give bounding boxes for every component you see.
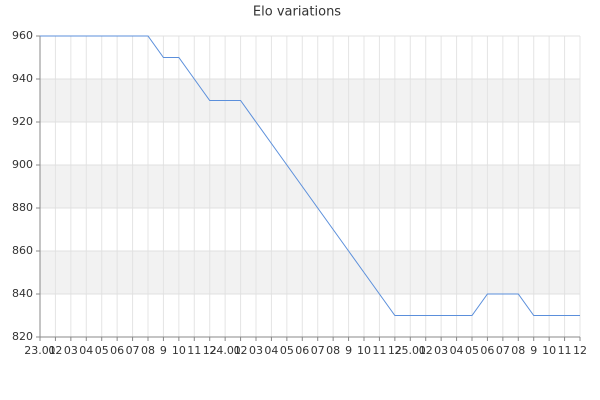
y-tick-label: 880 xyxy=(12,201,33,214)
chart-title: Elo variations xyxy=(253,5,341,20)
x-tick-label: 07 xyxy=(311,344,325,357)
x-tick-label: 06 xyxy=(110,344,124,357)
x-tick-label: 10 xyxy=(172,344,186,357)
x-tick-label: 08 xyxy=(141,344,155,357)
x-tick-label: 05 xyxy=(465,344,479,357)
x-tick-label: 03 xyxy=(64,344,78,357)
x-tick-label: 9 xyxy=(530,344,537,357)
x-tick-label: 07 xyxy=(496,344,510,357)
y-tick-label: 920 xyxy=(12,115,33,128)
x-tick-label: 10 xyxy=(357,344,371,357)
grid-band xyxy=(40,251,580,294)
y-tick-label: 840 xyxy=(12,287,33,300)
y-tick-label: 940 xyxy=(12,72,33,85)
y-tick-label: 820 xyxy=(12,330,33,343)
x-tick-label: 06 xyxy=(295,344,309,357)
x-tick-label: 04 xyxy=(450,344,464,357)
x-tick-label: 03 xyxy=(249,344,263,357)
x-tick-label: 02 xyxy=(48,344,62,357)
y-tick-label: 860 xyxy=(12,244,33,257)
y-tick-label: 960 xyxy=(12,29,33,42)
x-tick-label: 25.01 xyxy=(395,344,427,357)
x-tick-label: 02 xyxy=(234,344,248,357)
x-tick-label: 24.01 xyxy=(209,344,241,357)
x-tick-label: 10 xyxy=(542,344,556,357)
x-tick-label: 08 xyxy=(326,344,340,357)
x-tick-label: 05 xyxy=(95,344,109,357)
x-tick-label: 9 xyxy=(345,344,352,357)
x-tick-label: 11 xyxy=(558,344,572,357)
x-tick-label: 12 xyxy=(388,344,402,357)
x-tick-label: 9 xyxy=(160,344,167,357)
x-tick-label: 11 xyxy=(187,344,201,357)
x-tick-label: 07 xyxy=(126,344,140,357)
x-tick-label: 04 xyxy=(79,344,93,357)
x-tick-label: 02 xyxy=(419,344,433,357)
x-tick-label: 04 xyxy=(264,344,278,357)
y-tick-label: 900 xyxy=(12,158,33,171)
x-tick-label: 06 xyxy=(480,344,494,357)
grid-band xyxy=(40,79,580,122)
x-tick-label: 08 xyxy=(511,344,525,357)
line-series xyxy=(40,35,580,316)
x-tick-label: 12 xyxy=(573,344,587,357)
x-tick-label: 12 xyxy=(203,344,217,357)
x-tick-label: 03 xyxy=(434,344,448,357)
grid-band xyxy=(40,165,580,208)
x-tick-label: 05 xyxy=(280,344,294,357)
x-tick-label: 23.01 xyxy=(24,344,56,357)
x-tick-label: 11 xyxy=(372,344,386,357)
